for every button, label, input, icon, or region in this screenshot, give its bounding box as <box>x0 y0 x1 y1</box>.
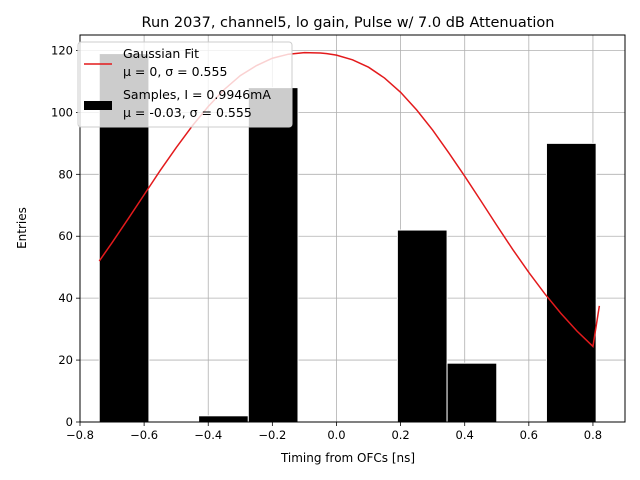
x-axis-label: Timing from OFCs [ns] <box>280 451 415 465</box>
legend-samples-params: μ = -0.03, σ = 0.555 <box>123 105 252 120</box>
y-tick-label: 0 <box>66 415 73 429</box>
y-axis-label: Entries <box>15 207 29 249</box>
y-tick-label: 60 <box>58 229 73 243</box>
histogram-bar-7 <box>446 362 498 423</box>
y-tick-label: 100 <box>51 105 73 119</box>
y-tick-label: 120 <box>51 43 73 57</box>
x-tick-label: −0.2 <box>258 428 286 442</box>
x-axis-ticks: −0.8 −0.6 −0.4 −0.2 0.0 0.2 0.4 0.6 0.8 <box>66 422 602 442</box>
plot-frame <box>79 34 626 423</box>
legend-fit-label: Gaussian Fit <box>123 46 199 61</box>
histogram-bar-3 <box>247 87 299 423</box>
fit-curve <box>98 51 601 348</box>
x-tick-label: 0.8 <box>584 428 602 442</box>
x-tick-label: 0.6 <box>520 428 538 442</box>
y-tick-label: 40 <box>58 291 73 305</box>
legend-fit-params: μ = 0, σ = 0.555 <box>123 64 227 79</box>
histogram-bar-6 <box>396 229 448 423</box>
legend-box <box>77 41 293 128</box>
y-tick-label: 80 <box>58 167 73 181</box>
legend-samples-swatch <box>84 101 112 110</box>
histogram-bar-2 <box>198 415 249 423</box>
legend-samples-label: Samples, I = 0.9946mA <box>123 87 271 102</box>
histogram-bar-9 <box>545 142 597 423</box>
x-tick-label: −0.4 <box>194 428 222 442</box>
x-tick-label: 0.0 <box>327 428 345 442</box>
x-tick-label: −0.6 <box>130 428 158 442</box>
x-tick-label: 0.2 <box>391 428 409 442</box>
gaussian-fit-line <box>98 51 601 348</box>
y-tick-label: 20 <box>58 353 73 367</box>
chart-title: Run 2037, channel5, lo gain, Pulse w/ 7.… <box>142 15 555 31</box>
x-tick-label: 0.4 <box>456 428 474 442</box>
legend: Gaussian Fit μ = 0, σ = 0.555 Samples, I… <box>77 41 293 128</box>
y-axis-ticks: 0 20 40 60 80 100 120 <box>51 43 80 429</box>
x-tick-label: −0.8 <box>66 428 94 442</box>
